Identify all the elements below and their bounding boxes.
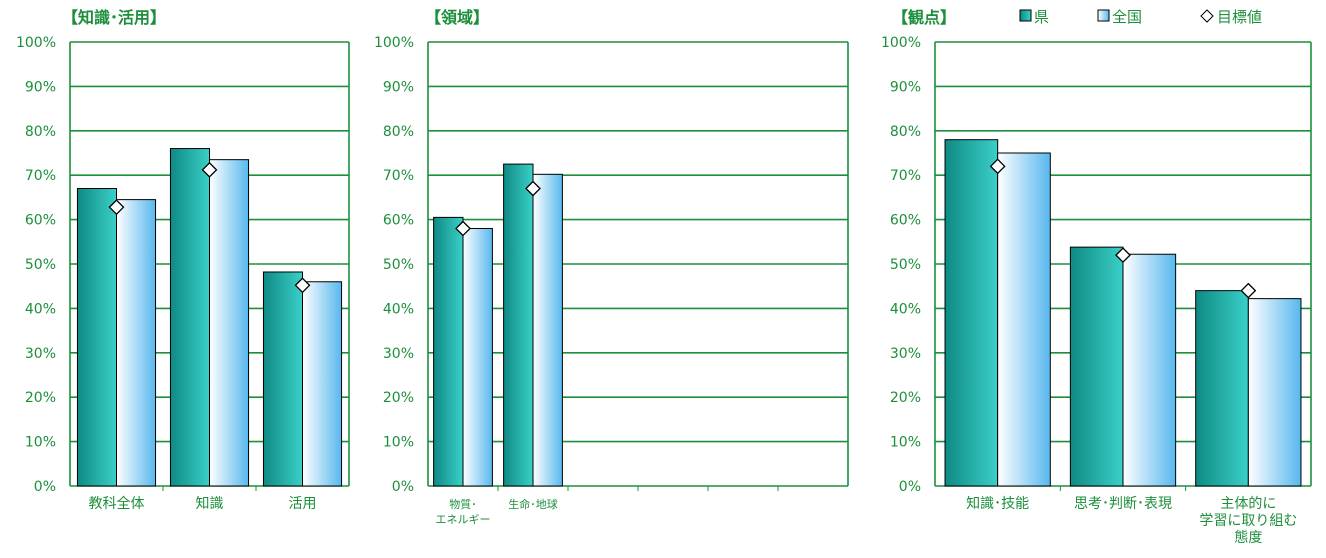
y-tick-label: 50% (890, 257, 921, 273)
y-tick-label: 90% (25, 79, 56, 95)
y-tick-label: 10% (890, 435, 921, 451)
bar-prefecture-cat2 (262, 271, 304, 487)
target-marker-cat0 (455, 220, 471, 237)
y-tick-label: 40% (890, 301, 921, 317)
legend-target-swatch (1200, 9, 1214, 23)
bar-national-cat2 (302, 281, 343, 487)
y-tick-label: 90% (890, 79, 921, 95)
y-tick-label: 30% (25, 346, 56, 362)
legend-target-label: 目標値 (1217, 8, 1262, 26)
chart-title-viewpoint: 【観点】 (892, 8, 956, 27)
bar-national-cat1 (209, 159, 250, 487)
bar-prefecture-cat0 (76, 188, 118, 487)
chart-title-domain: 【領域】 (425, 8, 489, 27)
y-tick-label: 20% (25, 390, 56, 406)
y-tick-label: 100% (374, 35, 414, 51)
x-category-label: 活用 (289, 496, 317, 512)
target-marker-cat1 (1115, 247, 1131, 264)
y-tick-label: 20% (383, 390, 414, 406)
bar-national-cat2 (1247, 298, 1302, 487)
y-tick-label: 60% (890, 213, 921, 229)
y-tick-label: 50% (383, 257, 414, 273)
y-tick-label: 60% (383, 213, 414, 229)
target-marker-cat2 (294, 277, 311, 294)
target-marker-cat1 (525, 180, 541, 197)
y-tick-label: 70% (25, 168, 56, 184)
y-tick-label: 100% (16, 35, 56, 51)
bar-national-cat1 (1122, 253, 1177, 487)
bar-national-cat0 (462, 227, 493, 487)
x-category-label: 思考･判断･表現 (1074, 496, 1172, 512)
legend-prefecture-swatch (1019, 9, 1032, 22)
bar-national-cat0 (997, 152, 1051, 487)
bar-prefecture-cat2 (1195, 290, 1249, 487)
y-tick-label: 100% (881, 35, 921, 51)
bar-national-cat0 (116, 199, 157, 487)
y-tick-label: 80% (383, 124, 414, 140)
x-category-label: 教科全体 (89, 495, 145, 512)
y-tick-label: 60% (25, 213, 56, 229)
x-category-label: 生命･地球 (508, 497, 558, 511)
y-tick-label: 40% (25, 301, 56, 317)
y-tick-label: 50% (25, 257, 56, 273)
bar-prefecture-cat1 (503, 163, 534, 487)
y-tick-label: 40% (383, 301, 414, 317)
y-tick-label: 0% (392, 479, 414, 495)
legend: 県 全国 目標値 (1019, 8, 1262, 26)
chart-title-knowledge: 【知識･活用】 (62, 8, 166, 27)
y-tick-label: 30% (890, 346, 921, 362)
x-category-label: 物質･エネルギー (436, 497, 491, 526)
y-tick-label: 70% (383, 168, 414, 184)
y-tick-label: 0% (34, 479, 56, 495)
x-category-label: 知識 (196, 495, 224, 512)
bar-prefecture-cat1 (169, 148, 211, 487)
y-tick-label: 0% (899, 479, 921, 495)
y-tick-label: 30% (383, 346, 414, 362)
bar-prefecture-cat0 (433, 216, 464, 487)
y-tick-label: 70% (890, 168, 921, 184)
y-tick-label: 10% (25, 435, 56, 451)
y-tick-label: 10% (383, 435, 414, 451)
target-marker-cat0 (108, 199, 125, 216)
legend-national-label: 全国 (1112, 8, 1142, 26)
y-tick-label: 90% (383, 79, 414, 95)
y-tick-label: 20% (890, 390, 921, 406)
target-marker-cat0 (989, 158, 1006, 175)
bar-prefecture-cat0 (944, 139, 999, 487)
target-marker-cat1 (201, 161, 218, 178)
chart-panel-0: 0% 10% 20% 30% 40% 50% 60% 70% 80% 90% 100% 教科全体 知識 活… (16, 35, 350, 512)
x-category-label: 主体的に学習に取り組む態度 (1199, 496, 1297, 546)
y-tick-label: 80% (25, 124, 56, 140)
y-tick-label: 80% (890, 124, 921, 140)
legend-national-swatch (1097, 9, 1110, 22)
x-category-label: 知識･技能 (966, 495, 1029, 512)
bar-national-cat1 (532, 173, 563, 487)
chart-panel-1: 0% 10% 20% 30% 40% 50% 60% 70% 80% 90% 100% 物質･エネルギ… (374, 35, 849, 526)
chart-panel-2: 0% 10% 20% 30% 40% 50% 60% 70% 80% 90% 100% 知識･技能 思考… (881, 35, 1312, 546)
target-marker-cat2 (1240, 282, 1257, 299)
legend-prefecture-label: 県 (1034, 8, 1049, 26)
bar-prefecture-cat1 (1069, 246, 1124, 487)
